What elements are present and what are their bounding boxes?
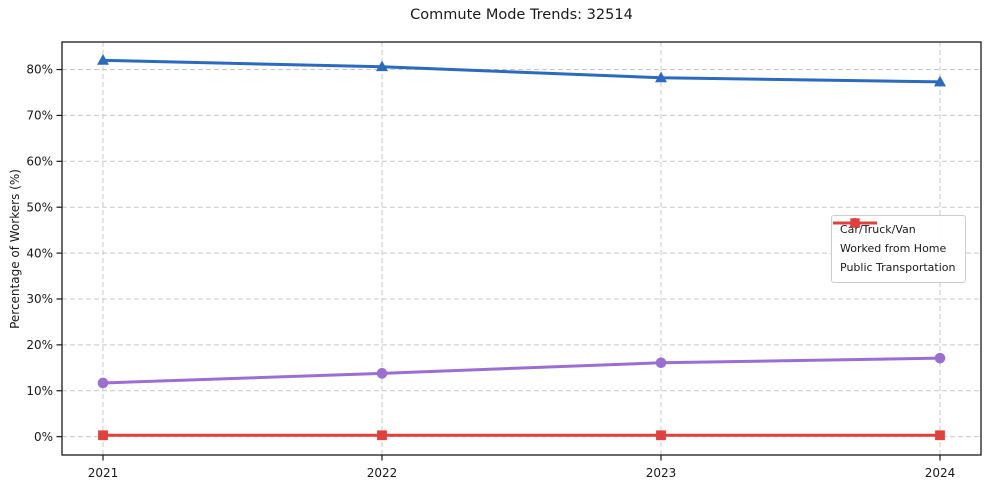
legend: Car/Truck/Van Worked from Home Public Tran… bbox=[831, 215, 967, 283]
marker-car-truck-van bbox=[97, 54, 109, 65]
series-line-car-truck-van bbox=[101, 58, 942, 84]
chart-title: Commute Mode Trends: 32514 bbox=[410, 7, 633, 23]
marker-worked-from-home bbox=[655, 357, 667, 369]
legend-square-marker-icon bbox=[833, 218, 877, 228]
y-tick-label: 20% bbox=[26, 338, 53, 352]
series-line-worked-from-home bbox=[101, 356, 942, 385]
marker-car-truck-van bbox=[934, 75, 946, 87]
plot-frame bbox=[61, 41, 982, 456]
y-tick-label: 70% bbox=[26, 109, 53, 123]
x-tick-label: 2023 bbox=[646, 466, 677, 480]
legend-item-public-transportation: Public Transportation bbox=[833, 218, 956, 275]
x-tick-label: 2022 bbox=[367, 466, 398, 480]
marker-car-truck-van bbox=[655, 71, 667, 83]
y-tick-label: 80% bbox=[26, 63, 53, 77]
marker-car-truck-van bbox=[376, 60, 388, 72]
y-tick-label: 30% bbox=[26, 292, 53, 306]
y-tick-label: 40% bbox=[26, 246, 53, 260]
marker-public-transportation bbox=[377, 430, 387, 441]
y-tick-label: 60% bbox=[26, 155, 53, 169]
marker-worked-from-home bbox=[376, 368, 388, 379]
legend-label: Worked from Home bbox=[840, 242, 947, 255]
marker-public-transportation bbox=[98, 430, 108, 441]
x-tick-label: 2024 bbox=[925, 466, 956, 480]
x-tick-label: 2021 bbox=[88, 466, 119, 480]
legend-item-worked-from-home: Worked from Home bbox=[833, 218, 955, 256]
marker-worked-from-home bbox=[934, 352, 946, 364]
marker-worked-from-home bbox=[97, 377, 109, 389]
y-tick-label: 10% bbox=[26, 384, 53, 398]
y-tick-label: 0% bbox=[34, 430, 53, 444]
y-tick-label: 50% bbox=[26, 200, 53, 214]
legend-label: Public Transportation bbox=[840, 261, 956, 274]
marker-public-transportation bbox=[656, 430, 666, 441]
marker-public-transportation bbox=[935, 430, 945, 441]
